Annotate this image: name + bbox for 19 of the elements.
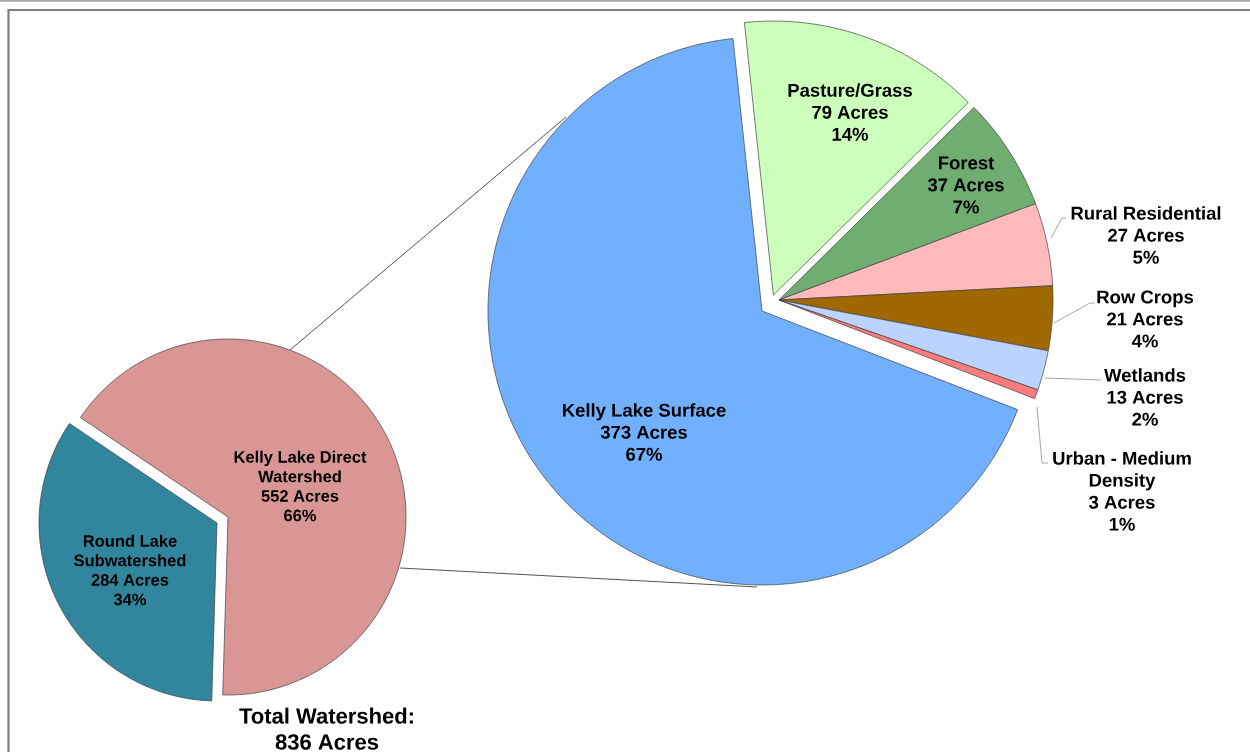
data-label: 373 Acres 67% [600,425,687,461]
slice-label: Pasture/Grass [788,83,912,97]
data-label: 79 Acres 14% [812,105,888,141]
data-label: 552 Acres 66% [261,490,339,522]
slice-label: Kelly Lake Surface [562,403,726,421]
data-label: 284 Acres 34% [91,574,169,606]
data-label: 21 Acres 4% [1107,312,1183,348]
slice-label: Urban - Medium Density [1053,451,1191,491]
slice-label: Wetlands [1104,368,1186,382]
data-label: 37 Acres 7% [927,178,1004,214]
data-label: 27 Acres 5% [1108,228,1184,264]
slice-label: Round Lake Subwatershed [74,534,186,567]
slice-label: Kelly Lake Direct Watershed [234,450,367,483]
slice-label: Forest [938,156,995,170]
data-label: 3 Acres 1% [1088,495,1155,531]
slice-label: Rural Residential [1071,206,1221,220]
slice-label: Row Crops [1097,290,1194,308]
text: Total Watershed: 836 Acres [239,707,413,750]
data-label: 13 Acres 2% [1107,390,1183,426]
